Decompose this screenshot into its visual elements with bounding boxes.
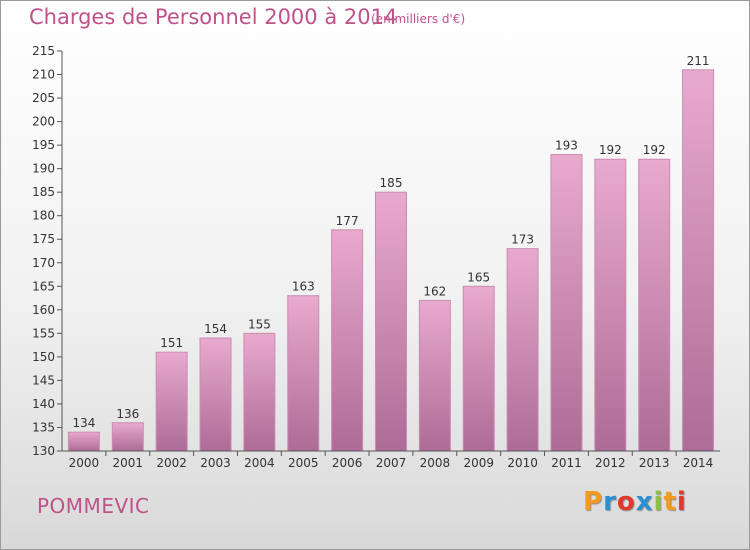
x-tick-label: 2010 <box>507 456 538 470</box>
data-label-2013: 192 <box>643 143 666 157</box>
x-tick-label: 2011 <box>551 456 582 470</box>
x-tick-label: 2006 <box>332 456 363 470</box>
bar-2002 <box>155 351 188 452</box>
y-tick-label: 205 <box>32 91 55 105</box>
x-tick-label: 2014 <box>683 456 714 470</box>
bar-2014 <box>682 69 715 452</box>
y-tick-label: 145 <box>32 373 55 387</box>
x-tick-label: 2003 <box>200 456 231 470</box>
bar-2011 <box>550 154 583 452</box>
y-axis: 130 135 140 145 150 155 160 165 170 175 180 185 190 1… <box>32 44 63 458</box>
y-tick-label: 210 <box>32 68 55 82</box>
x-tick-label: 2007 <box>376 456 407 470</box>
bar-2013 <box>638 158 671 452</box>
data-label-2006: 177 <box>336 214 359 228</box>
y-tick-label: 185 <box>32 185 55 199</box>
y-tick-label: 195 <box>32 138 55 152</box>
y-tick-label: 215 <box>32 44 55 58</box>
y-tick-label: 200 <box>32 115 55 129</box>
chart-subtitle: (en milliers d'€) <box>371 12 466 26</box>
bar-2010 <box>506 248 539 452</box>
bar-2012 <box>594 158 627 452</box>
data-label-2011: 193 <box>555 139 578 153</box>
data-label-2004: 155 <box>248 317 271 331</box>
bar-2000 <box>67 431 100 452</box>
x-tick-label: 2013 <box>639 456 670 470</box>
y-tick-label: 160 <box>32 303 55 317</box>
y-tick-label: 190 <box>32 162 55 176</box>
chart-title: Charges de Personnel 2000 à 2014 <box>29 5 398 29</box>
data-label-2003: 154 <box>204 322 227 336</box>
y-tick-label: 130 <box>32 444 55 458</box>
data-label-2002: 151 <box>160 336 183 350</box>
bar-2003 <box>199 337 232 452</box>
data-label-2000: 134 <box>72 416 95 430</box>
data-label-2012: 192 <box>599 143 622 157</box>
data-label-2010: 173 <box>511 233 534 247</box>
proxiti-logo[interactable]: Proxiti <box>583 487 687 517</box>
x-tick-label: 2004 <box>244 456 275 470</box>
y-tick-label: 135 <box>32 420 55 434</box>
bars: 134 136 151 154 155 163 177 185 162 165 173 193 192 1… <box>67 54 715 452</box>
data-label-2008: 162 <box>423 284 446 298</box>
x-tick-label: 2009 <box>463 456 494 470</box>
bar-2004 <box>243 332 276 452</box>
data-label-2014: 211 <box>687 54 710 68</box>
x-tick-label: 2002 <box>156 456 187 470</box>
x-tick-label: 2012 <box>595 456 626 470</box>
y-tick-label: 155 <box>32 326 55 340</box>
x-tick-label: 2008 <box>420 456 451 470</box>
data-label-2009: 165 <box>467 270 490 284</box>
bar-2005 <box>287 295 320 452</box>
bar-2006 <box>331 229 364 452</box>
x-tick-label: 2000 <box>69 456 100 470</box>
y-tick-label: 170 <box>32 256 55 270</box>
bar-2008 <box>418 299 451 452</box>
bar-2007 <box>375 191 407 452</box>
y-tick-label: 150 <box>32 350 55 364</box>
y-tick-label: 175 <box>32 232 55 246</box>
place-name: POMMEVIC <box>37 494 150 518</box>
y-tick-label: 165 <box>32 279 55 293</box>
data-label-2005: 163 <box>292 280 315 294</box>
bar-2009 <box>462 285 495 452</box>
data-label-2001: 136 <box>116 407 139 421</box>
x-axis: 2000 2001 2002 2003 2004 2005 2006 2007 2008 2009… <box>62 450 720 470</box>
data-label-2007: 185 <box>380 176 403 190</box>
bar-2001 <box>111 422 144 452</box>
y-tick-label: 140 <box>32 397 55 411</box>
y-tick-label: 180 <box>32 209 55 223</box>
x-tick-label: 2001 <box>113 456 144 470</box>
x-tick-label: 2005 <box>288 456 319 470</box>
